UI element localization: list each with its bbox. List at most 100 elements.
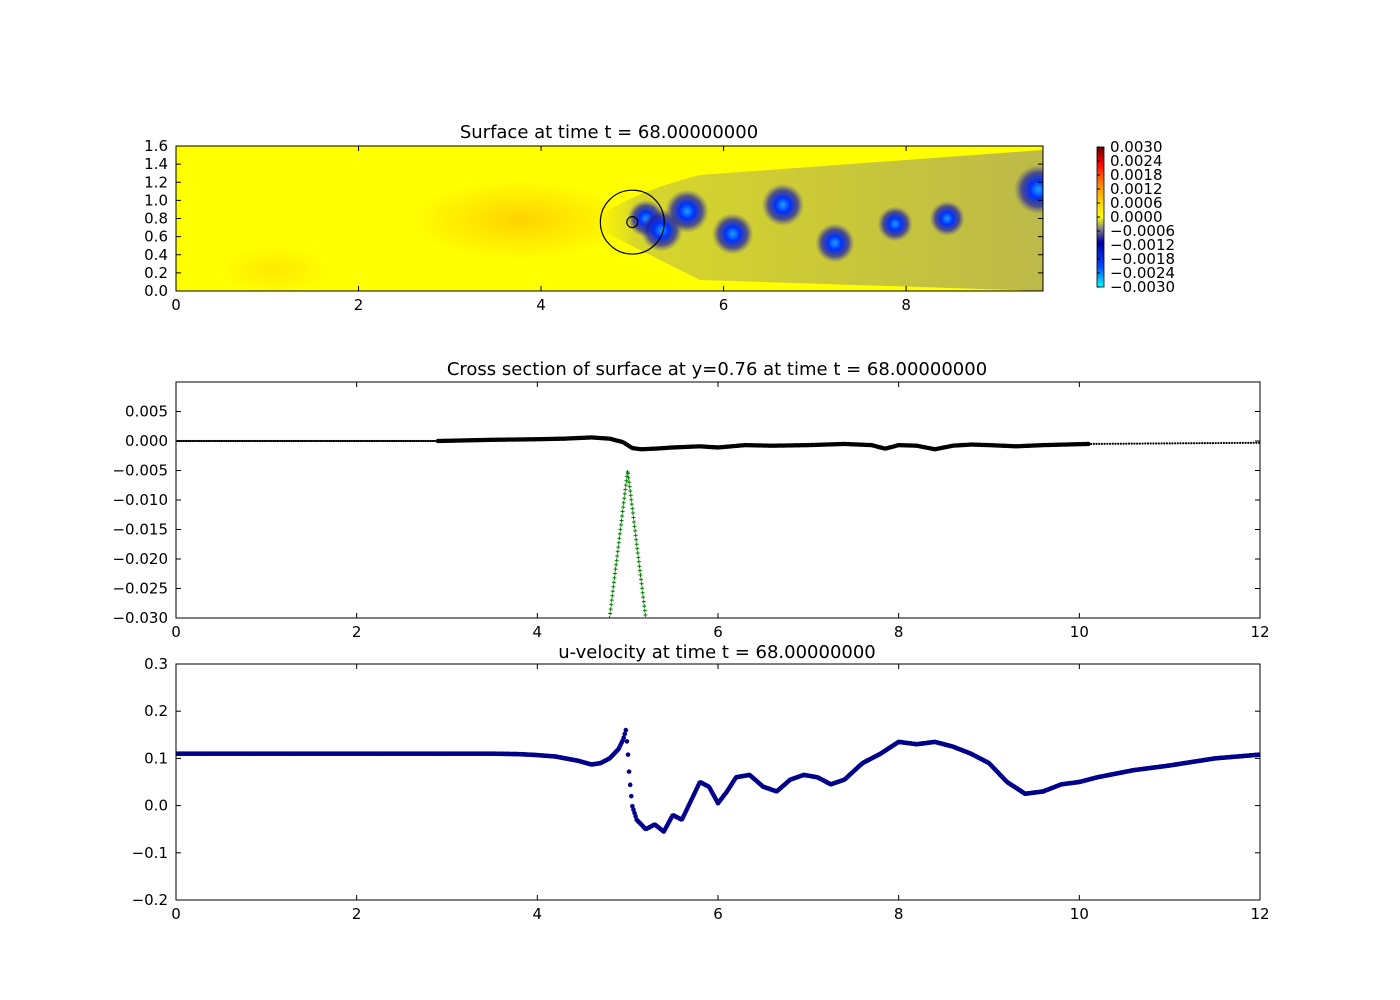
cross-section-point (1236, 441, 1239, 445)
u-velocity-panel: u-velocity at time t = 68.00000000 0 2 4 6 8… (132, 642, 1270, 923)
y-tick-label: 0.005 (125, 403, 168, 421)
y-tick-label: 0.2 (144, 264, 168, 282)
bathymetry-point (617, 536, 622, 541)
cross-section-point (1201, 442, 1204, 445)
cross-section-point (1249, 441, 1253, 444)
cross-section-point (221, 439, 225, 443)
cross-section-point (411, 439, 414, 443)
cross-section-point (328, 439, 331, 443)
cross-section-point (342, 439, 346, 443)
bathymetry-point (631, 519, 636, 524)
cross-section-point (422, 439, 425, 443)
bathymetry-point (642, 604, 647, 609)
vortex-mark (665, 189, 709, 233)
cross-section-point (1192, 442, 1196, 445)
x-tick-label: 12 (1250, 905, 1269, 923)
x-tick-label: 0 (171, 296, 181, 314)
bathymetry-point (633, 533, 638, 538)
u-velocity-series (176, 727, 1260, 834)
cross-section-point (214, 439, 217, 443)
u-velocity-point (627, 782, 633, 788)
cross-section-point (314, 439, 317, 443)
cross-section-point (250, 439, 253, 443)
cross-section-point (388, 439, 391, 443)
y-tick-label: −0.1 (132, 844, 168, 862)
cross-section-point (268, 439, 272, 443)
bathymetry-point (639, 581, 644, 586)
cross-section-point (281, 439, 284, 443)
cross-section-point (1187, 442, 1190, 445)
cross-section-point (427, 439, 431, 443)
cross-section-point (319, 439, 322, 443)
heatmap-axes: 0 2 4 6 8 0.00.20.40.60.81.01.21.41.6 (144, 137, 1043, 314)
bathymetry-point (637, 568, 642, 573)
cross-section-point (239, 439, 243, 443)
cross-section-point (1230, 441, 1234, 445)
cross-section-point (248, 439, 252, 443)
cross-section-point (232, 439, 235, 443)
cross-section-point (348, 439, 351, 443)
cross-section-title: Cross section of surface at y=0.76 at ti… (447, 359, 987, 380)
cross-section-point (386, 439, 389, 443)
x-tick-label: 12 (1250, 623, 1269, 641)
cross-section-point (301, 439, 304, 443)
cross-section-point (431, 439, 434, 443)
bathymetry-point (618, 527, 623, 532)
cross-section-point (1206, 442, 1209, 445)
cross-section-point (1095, 442, 1098, 445)
u-velocity-point (623, 727, 629, 733)
cross-section-point (1087, 442, 1090, 446)
cross-section-point (350, 439, 353, 443)
bathymetry-point (634, 542, 639, 547)
cross-section-point (355, 439, 358, 443)
bathymetry-point (613, 567, 618, 572)
vortex-mark (815, 223, 855, 263)
heatmap-wake-region (600, 150, 1043, 291)
cross-section-point (183, 439, 187, 443)
cross-section-point (1173, 442, 1177, 445)
cross-section-point (274, 439, 277, 443)
x-tick-label: 10 (1070, 623, 1089, 641)
y-tick-label: 0.1 (144, 749, 168, 767)
cross-section-point (398, 439, 402, 443)
cross-section-plot-area (176, 382, 1260, 618)
cross-section-point (1198, 442, 1201, 445)
cross-section-point (1149, 442, 1152, 445)
u-velocity-point (625, 752, 631, 757)
cross-section-point (209, 439, 212, 443)
cross-section-point (243, 439, 246, 443)
cross-section-point (261, 439, 264, 443)
colorbar: 0.00300.00240.00180.00120.00060.0000−0.0… (1096, 138, 1175, 296)
bathymetry-point (629, 497, 634, 502)
x-tick-label: 6 (713, 623, 723, 641)
heatmap-warm-region (410, 180, 630, 260)
obstacle-inner-ring (626, 216, 639, 229)
bathymetry-point (638, 572, 643, 577)
cross-section-point (323, 439, 326, 443)
cross-section-point (375, 439, 378, 443)
cross-section-point (263, 439, 266, 443)
bathymetry-point (640, 590, 645, 595)
colorbar-tick-label: −0.0018 (1110, 250, 1175, 268)
bathymetry-point (629, 502, 634, 507)
cross-section-point (180, 439, 183, 443)
cross-section-point (310, 439, 313, 443)
bathymetry-point (630, 511, 635, 516)
cross-section-point (1225, 441, 1228, 445)
cross-section-point (1241, 441, 1244, 444)
cross-section-point (413, 439, 416, 443)
u-velocity-point (626, 769, 632, 774)
cross-section-point (267, 439, 270, 443)
cross-section-point (330, 439, 333, 443)
y-tick-label: 0.3 (144, 655, 168, 673)
cross-section-point (1214, 441, 1217, 445)
cross-section-point (1184, 442, 1188, 445)
y-tick-label: −0.2 (132, 891, 168, 909)
cross-section-point (364, 439, 367, 443)
cross-section-point (299, 439, 302, 443)
cross-section-point (1100, 442, 1104, 445)
u-velocity-point (622, 731, 628, 737)
cross-section-point (418, 439, 421, 443)
vortex-mark (712, 213, 754, 255)
